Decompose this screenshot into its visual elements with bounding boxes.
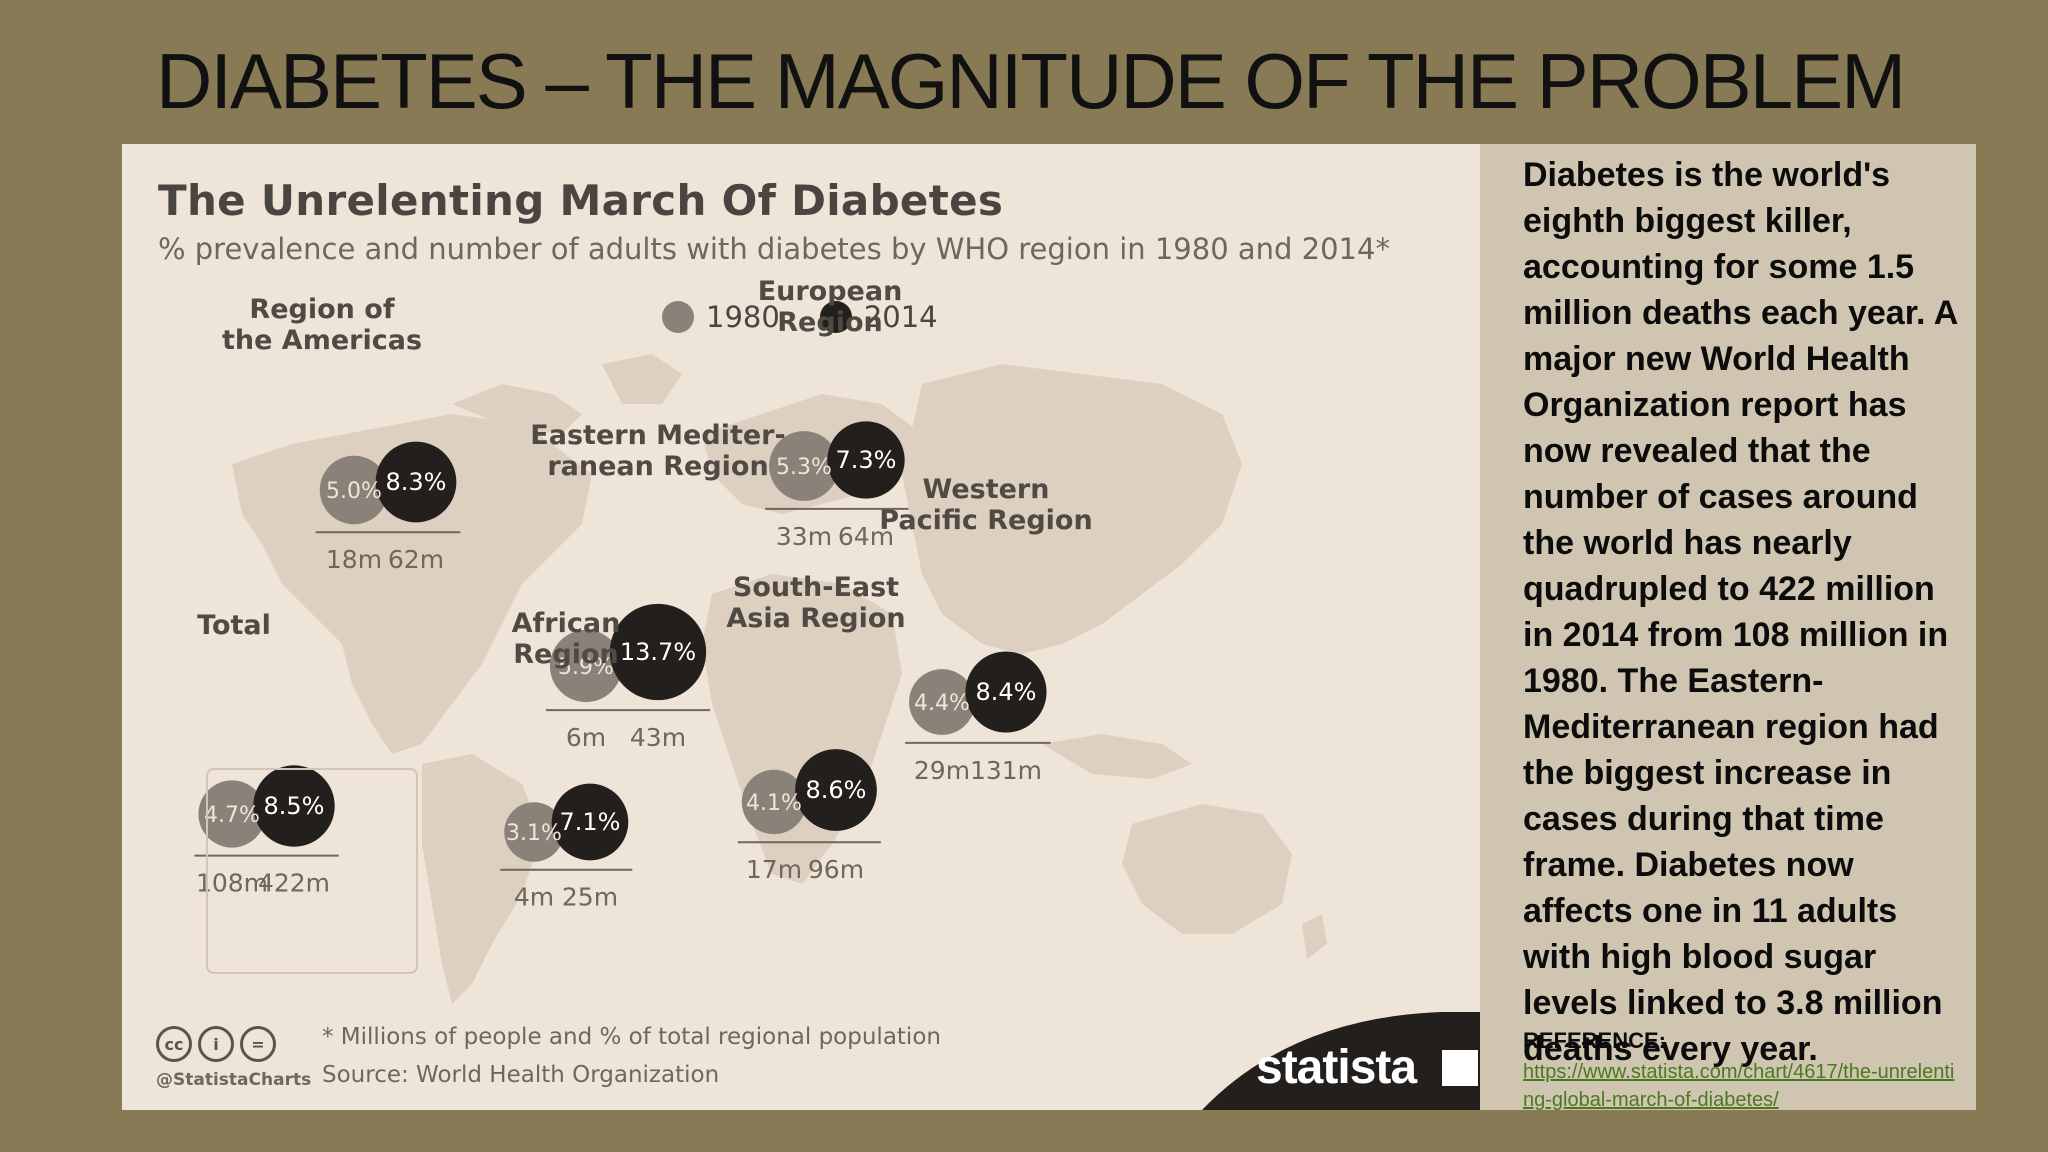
infographic-panel: 5.0% 8.3% 18m 62m 5.3% 7.3% 33m 64m 5.9% 13.7% 6m 4… (122, 144, 1480, 1110)
region-3-value-2014: 8.4% (976, 678, 1037, 706)
no-derivatives-icon: = (240, 1026, 276, 1062)
chart-footnote: * Millions of people and % of total regi… (322, 1024, 941, 1050)
chart-title: The Unrelenting March Of Diabetes (158, 176, 1004, 225)
region-6-value-1980: 4.7% (204, 803, 260, 828)
region-2-value-1980: 5.9% (558, 655, 614, 680)
chart-subtitle: % prevalence and number of adults with d… (158, 232, 1390, 266)
region-1-bubble-1980 (769, 431, 839, 501)
legend: 1980 2014 (662, 300, 978, 334)
legend-swatch-2014 (819, 301, 852, 333)
region-5-bubble-1980 (504, 802, 564, 862)
region-3-bubble-1980 (909, 669, 975, 735)
region-5-value-2014: 7.1% (560, 808, 621, 836)
region-3-name: Western Pacific Region (879, 474, 1093, 536)
statista-logo-icon (1442, 1050, 1478, 1086)
license-icons: cc i = (156, 1026, 282, 1062)
region-1-name: European Region (757, 276, 903, 338)
region-0-bubble-2014 (375, 441, 457, 523)
region-2-bubble-1980 (549, 629, 623, 703)
slide-title: DIABETES – THE MAGNITUDE OF THE PROBLEM (156, 37, 1906, 125)
region-6-name: Total (197, 610, 271, 641)
legend-item-2014: 2014 (819, 300, 938, 334)
chart-source: Source: World Health Organization (322, 1062, 720, 1088)
side-panel-text: Diabetes is the world's eighth biggest k… (1523, 156, 1957, 1068)
region-3-value-1980: 4.4% (914, 691, 970, 716)
region-1-bubble-2014 (827, 421, 905, 499)
world-map: 5.0% 8.3% 18m 62m 5.3% 7.3% 33m 64m 5.9%13.7% 6m 4… (194, 354, 1327, 1004)
region-4-bubble-1980 (741, 769, 807, 835)
attribution-icon: i (198, 1026, 234, 1062)
region-3-count-2014: 131m (970, 756, 1042, 785)
creative-commons-icon: cc (156, 1026, 192, 1062)
region-6-bubble-1980 (198, 780, 266, 848)
region-4-count-1980: 17m (746, 855, 802, 884)
region-0-name: Region of the Americas (221, 294, 423, 356)
statista-handle: @StatistaCharts (156, 1070, 312, 1090)
region-4-count-2014: 96m (808, 855, 864, 884)
region-2-name: Eastern Mediter- ranean Region (530, 420, 786, 482)
reference-link[interactable]: https://www.statista.com/chart/4617/the-… (1523, 1061, 1955, 1111)
legend-label-1980: 1980 (706, 300, 780, 334)
statista-logo[interactable]: statista (1256, 1041, 1417, 1094)
region-2-bubble-2014 (609, 603, 707, 701)
region-4-name: South-East Asia Region (726, 572, 906, 634)
region-1-count-2014: 64m (838, 522, 894, 551)
legend-swatch-1980 (662, 301, 694, 333)
region-2-value-2014: 13.7% (620, 638, 696, 666)
region-0-bubble-1980 (319, 455, 389, 525)
reference-label: REFERENCE: (1523, 1028, 1667, 1053)
region-5-value-1980: 3.1% (506, 821, 562, 846)
region-6-count-2014: 422m (258, 869, 330, 898)
region-5-count-2014: 25m (562, 883, 618, 912)
region-4-bubble-2014 (795, 749, 877, 831)
region-0-count-2014: 62m (388, 545, 444, 574)
region-3-count-1980: 29m (914, 756, 970, 785)
region-6-value-2014: 8.5% (264, 792, 325, 820)
region-0-count-1980: 18m (326, 545, 382, 574)
region-4-value-1980: 4.1% (746, 791, 802, 816)
total-box (206, 768, 418, 974)
legend-item-1980: 1980 (662, 300, 780, 334)
region-5-count-1980: 4m (514, 883, 554, 912)
footer-band (1202, 1012, 1480, 1110)
region-1-value-1980: 5.3% (776, 455, 832, 480)
region-5-name: African Region (511, 608, 621, 670)
region-1-value-2014: 7.3% (836, 446, 897, 474)
region-2-count-1980: 6m (566, 723, 606, 752)
region-1-count-1980: 33m (776, 522, 832, 551)
region-3-bubble-2014 (965, 651, 1047, 733)
region-0-value-2014: 8.3% (386, 468, 447, 496)
region-2-count-2014: 43m (630, 723, 686, 752)
region-0-value-1980: 5.0% (326, 479, 382, 504)
legend-label-2014: 2014 (863, 300, 938, 334)
region-4-value-2014: 8.6% (806, 776, 867, 804)
region-5-bubble-2014 (551, 783, 629, 861)
side-panel: Diabetes is the world's eighth biggest k… (1480, 144, 1976, 1111)
region-6-bubble-2014 (253, 765, 335, 847)
